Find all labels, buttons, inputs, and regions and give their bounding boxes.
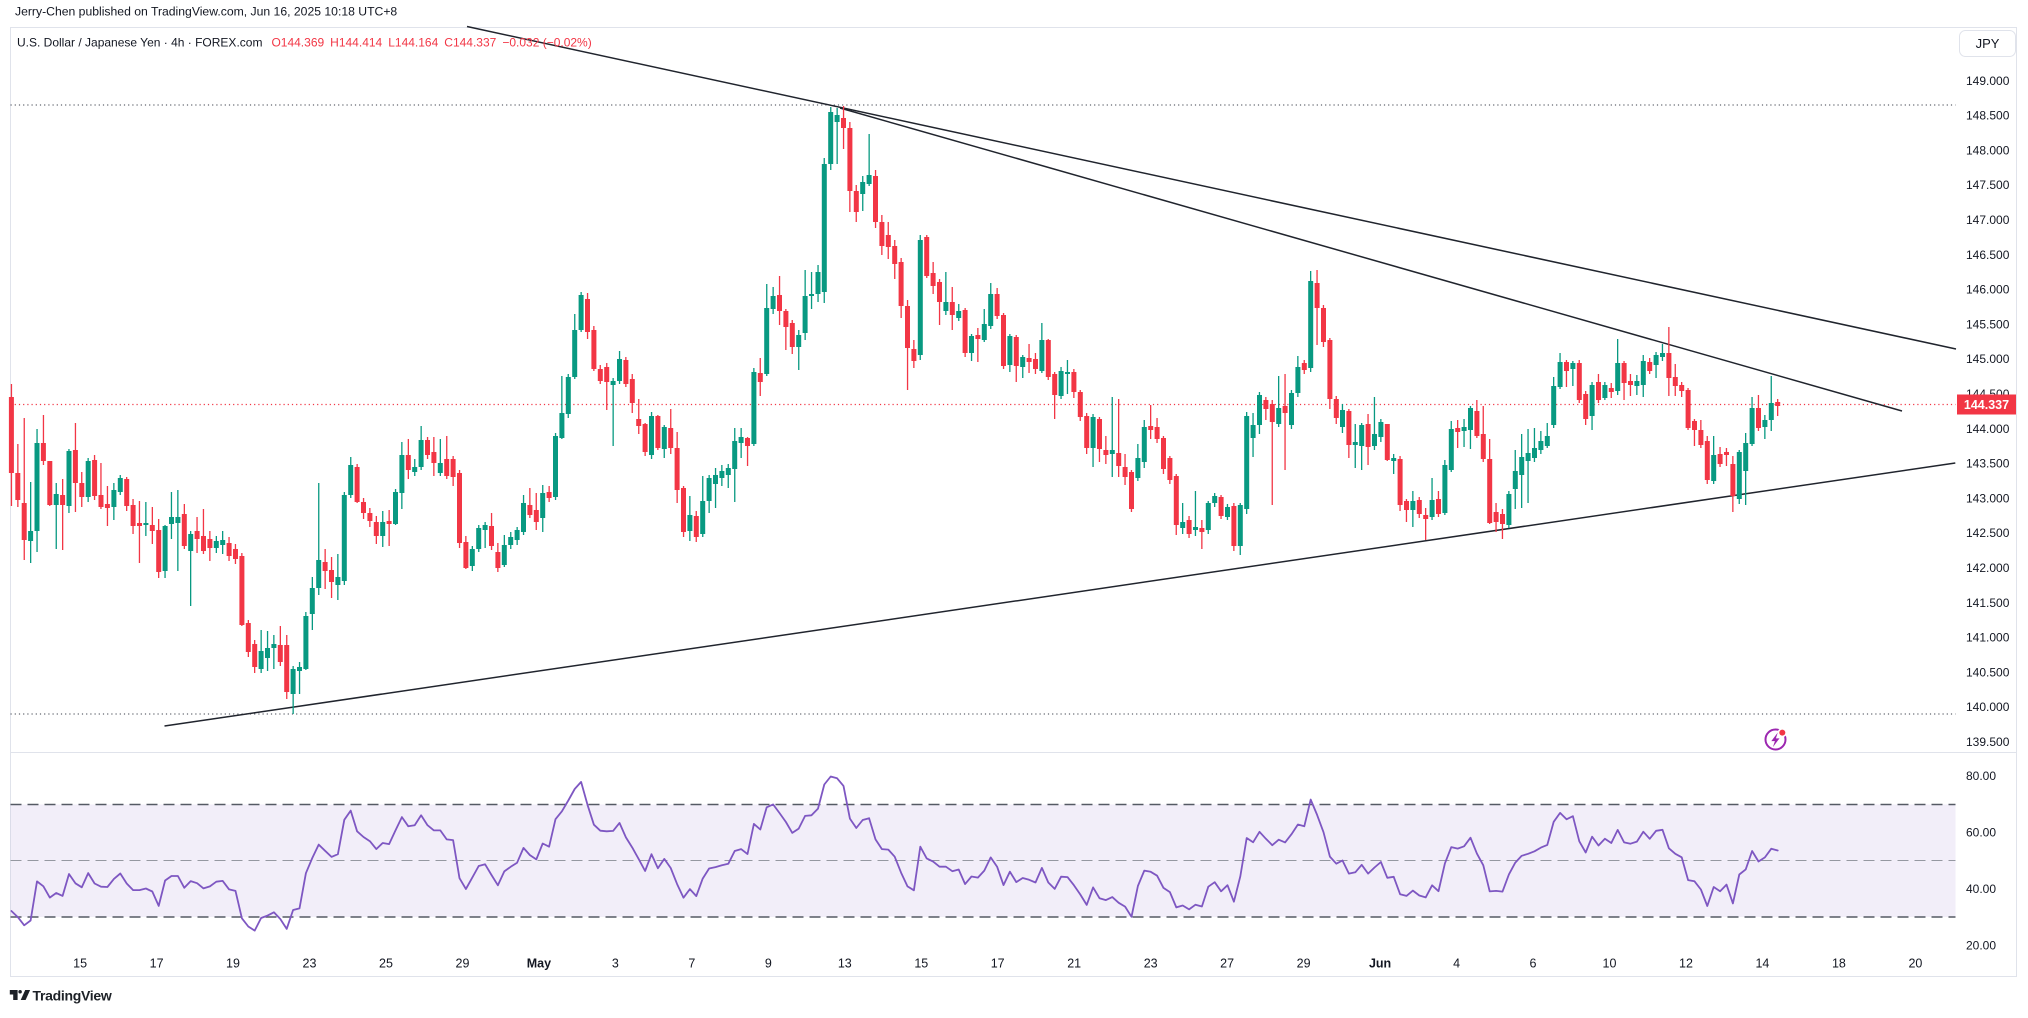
- svg-text:20.00: 20.00: [1966, 939, 1996, 953]
- svg-text:18: 18: [1832, 957, 1846, 971]
- svg-text:149.000: 149.000: [1966, 74, 2010, 88]
- svg-text:27: 27: [1220, 957, 1234, 971]
- svg-text:60.00: 60.00: [1966, 826, 1996, 840]
- svg-text:17: 17: [991, 957, 1005, 971]
- svg-text:142.500: 142.500: [1966, 526, 2010, 540]
- svg-text:JPY: JPY: [1976, 36, 2000, 51]
- svg-text:141.500: 141.500: [1966, 596, 2010, 610]
- svg-text:21: 21: [1067, 957, 1081, 971]
- svg-text:Jun: Jun: [1369, 957, 1391, 971]
- svg-text:23: 23: [303, 957, 317, 971]
- svg-text:15: 15: [73, 957, 87, 971]
- svg-text:148.500: 148.500: [1966, 109, 2010, 123]
- svg-text:80.00: 80.00: [1966, 769, 1996, 783]
- svg-text:TradingView: TradingView: [33, 987, 112, 1003]
- svg-text:140.000: 140.000: [1966, 700, 2010, 714]
- svg-text:May: May: [527, 957, 551, 971]
- svg-text:17: 17: [150, 957, 164, 971]
- svg-text:U.S. Dollar / Japanese Yen · 4: U.S. Dollar / Japanese Yen · 4h · FOREX.…: [17, 36, 592, 50]
- svg-text:14: 14: [1755, 957, 1769, 971]
- svg-text:4: 4: [1453, 957, 1460, 971]
- svg-text:143.000: 143.000: [1966, 491, 2010, 505]
- svg-text:40.00: 40.00: [1966, 882, 1996, 896]
- svg-text:23: 23: [1144, 957, 1158, 971]
- svg-text:148.000: 148.000: [1966, 143, 2010, 157]
- svg-text:145.500: 145.500: [1966, 317, 2010, 331]
- svg-text:140.500: 140.500: [1966, 665, 2010, 679]
- svg-text:19: 19: [226, 957, 240, 971]
- svg-text:144.000: 144.000: [1966, 422, 2010, 436]
- svg-text:6: 6: [1530, 957, 1537, 971]
- svg-text:13: 13: [838, 957, 852, 971]
- svg-text:Jerry-Chen published on Tradin: Jerry-Chen published on TradingView.com,…: [15, 5, 397, 19]
- svg-text:3: 3: [612, 957, 619, 971]
- svg-text:10: 10: [1603, 957, 1617, 971]
- svg-text:146.500: 146.500: [1966, 248, 2010, 262]
- svg-text:29: 29: [1297, 957, 1311, 971]
- svg-text:139.500: 139.500: [1966, 735, 2010, 749]
- svg-text:20: 20: [1908, 957, 1922, 971]
- svg-text:7: 7: [688, 957, 695, 971]
- svg-text:144.337: 144.337: [1964, 398, 2009, 412]
- svg-text:143.500: 143.500: [1966, 457, 2010, 471]
- svg-text:15: 15: [914, 957, 928, 971]
- svg-text:147.000: 147.000: [1966, 213, 2010, 227]
- svg-text:9: 9: [765, 957, 772, 971]
- svg-text:12: 12: [1679, 957, 1693, 971]
- svg-text:145.000: 145.000: [1966, 352, 2010, 366]
- svg-text:141.000: 141.000: [1966, 631, 2010, 645]
- svg-text:142.000: 142.000: [1966, 561, 2010, 575]
- svg-text:147.500: 147.500: [1966, 178, 2010, 192]
- svg-text:146.000: 146.000: [1966, 283, 2010, 297]
- svg-text:29: 29: [456, 957, 470, 971]
- svg-text:25: 25: [379, 957, 393, 971]
